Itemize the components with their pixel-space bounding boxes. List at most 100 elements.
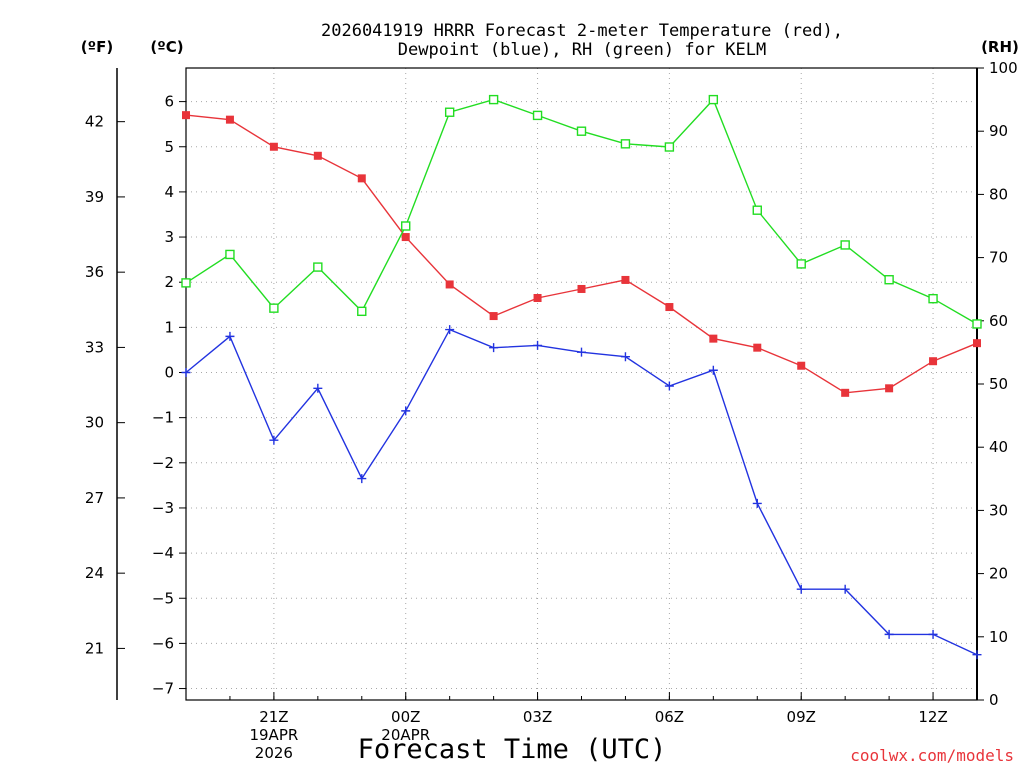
fahrenheit-tick-label: 39: [85, 188, 104, 206]
rh-tick-label: 0: [989, 691, 999, 709]
rh-point: [664, 142, 675, 152]
rh-point: [884, 275, 894, 285]
rh-point: [225, 249, 235, 260]
temperature-point: [665, 303, 674, 312]
dewpoint-point: [708, 365, 718, 375]
dewpoint-point: [181, 368, 191, 377]
dewpoint-point: [796, 584, 806, 594]
temperature-point: [577, 284, 586, 293]
fahrenheit-tick-label: 33: [85, 338, 104, 356]
time-tick-label: 19APR: [249, 726, 298, 744]
rh-point: [840, 240, 850, 250]
celsius-tick-label: 2: [164, 273, 174, 291]
rh-point: [532, 110, 543, 121]
dewpoint-point: [664, 381, 674, 391]
celsius-tick-label: 0: [164, 364, 174, 382]
rh-point: [576, 126, 587, 136]
dewpoint-point: [577, 347, 586, 357]
rh-tick-label: 40: [989, 438, 1008, 456]
temperature-point: [313, 151, 322, 160]
rh-point: [269, 303, 279, 313]
celsius-tick-label: 6: [164, 93, 174, 111]
celsius-tick-label: −2: [152, 454, 174, 472]
celsius-tick-label: 4: [164, 183, 174, 201]
celsius-tick-label: −1: [152, 409, 174, 427]
temperature-point: [357, 174, 366, 183]
axes: [116, 67, 978, 701]
celsius-tick-label: −6: [152, 634, 174, 652]
dewpoint-point: [401, 406, 411, 416]
dewpoint-point: [620, 352, 630, 362]
celsius-tick-label: 1: [164, 318, 174, 336]
grid-lines: [186, 68, 977, 700]
rh-unit-label: (RH): [981, 38, 1019, 56]
rh-point: [708, 94, 719, 105]
series-line: [185, 328, 978, 656]
temperature-point: [973, 339, 981, 348]
series-temperature: [182, 111, 981, 397]
fahrenheit-tick-label: 27: [85, 489, 104, 507]
series-layer: [181, 94, 982, 660]
dewpoint-point: [840, 584, 850, 594]
fahrenheit-tick-label: 42: [85, 113, 104, 131]
celsius-tick-label: 5: [164, 138, 174, 156]
rh-point: [313, 262, 323, 272]
temperature-point: [709, 334, 718, 343]
fahrenheit-tick-label: 36: [85, 263, 104, 281]
dewpoint-point: [225, 331, 235, 341]
temperature-point: [533, 294, 542, 303]
dewpoint-point: [313, 383, 323, 393]
celsius-tick-label: 3: [164, 228, 174, 246]
time-tick-label: 12Z: [918, 708, 947, 726]
rh-tick-label: 30: [989, 501, 1008, 519]
temperature-point: [489, 312, 498, 321]
rh-tick-label: 10: [989, 628, 1008, 646]
chart-title-line1: 2026041919 HRRR Forecast 2-meter Tempera…: [321, 21, 843, 41]
time-tick-label: 06Z: [655, 708, 684, 726]
temperature-point: [797, 361, 806, 370]
rh-point: [796, 259, 806, 269]
fahrenheit-unit-label: (ºF): [81, 38, 113, 56]
temperature-point: [182, 111, 190, 120]
rh-point: [620, 139, 631, 149]
rh-point: [972, 319, 982, 329]
rh-point: [488, 94, 499, 105]
rh-point: [181, 278, 191, 288]
dewpoint-point: [928, 629, 938, 639]
time-tick-label: 21Z: [259, 708, 288, 726]
rh-point: [752, 205, 762, 215]
temperature-point: [401, 233, 410, 242]
rh-tick-label: 100: [989, 59, 1018, 77]
time-tick-label: 2026: [255, 744, 293, 762]
fahrenheit-tick-label: 30: [85, 414, 104, 432]
series-rh: [181, 94, 982, 329]
rh-point: [357, 306, 367, 317]
time-tick-label: 00Z: [391, 708, 420, 726]
time-tick-label: 09Z: [787, 708, 816, 726]
rh-point: [401, 221, 411, 231]
dewpoint-point: [752, 498, 762, 508]
rh-tick-label: 20: [989, 565, 1008, 583]
celsius-tick-label: −3: [152, 499, 174, 517]
rh-point: [928, 293, 938, 304]
temperature-point: [621, 275, 630, 284]
celsius-axis-ticks: 6 5 4 3 2 1 0 −1 −2 −3 −4 −5 −6 −7: [152, 93, 186, 698]
rh-point: [444, 107, 455, 117]
celsius-tick-label: −5: [152, 589, 174, 607]
fahrenheit-tick-label: 24: [85, 564, 104, 582]
dewpoint-point: [445, 325, 455, 335]
temperature-point: [885, 384, 894, 393]
series-dewpoint: [181, 325, 982, 660]
temperature-point: [225, 115, 234, 124]
time-tick-label: 20APR: [381, 726, 430, 744]
rh-tick-label: 80: [989, 185, 1008, 203]
dewpoint-point: [269, 435, 279, 445]
rh-tick-label: 90: [989, 122, 1008, 140]
temperature-point: [269, 142, 278, 151]
fahrenheit-tick-label: 21: [85, 639, 104, 657]
time-tick-label: 03Z: [523, 708, 552, 726]
dewpoint-point: [972, 650, 982, 660]
celsius-tick-label: −4: [152, 544, 174, 562]
